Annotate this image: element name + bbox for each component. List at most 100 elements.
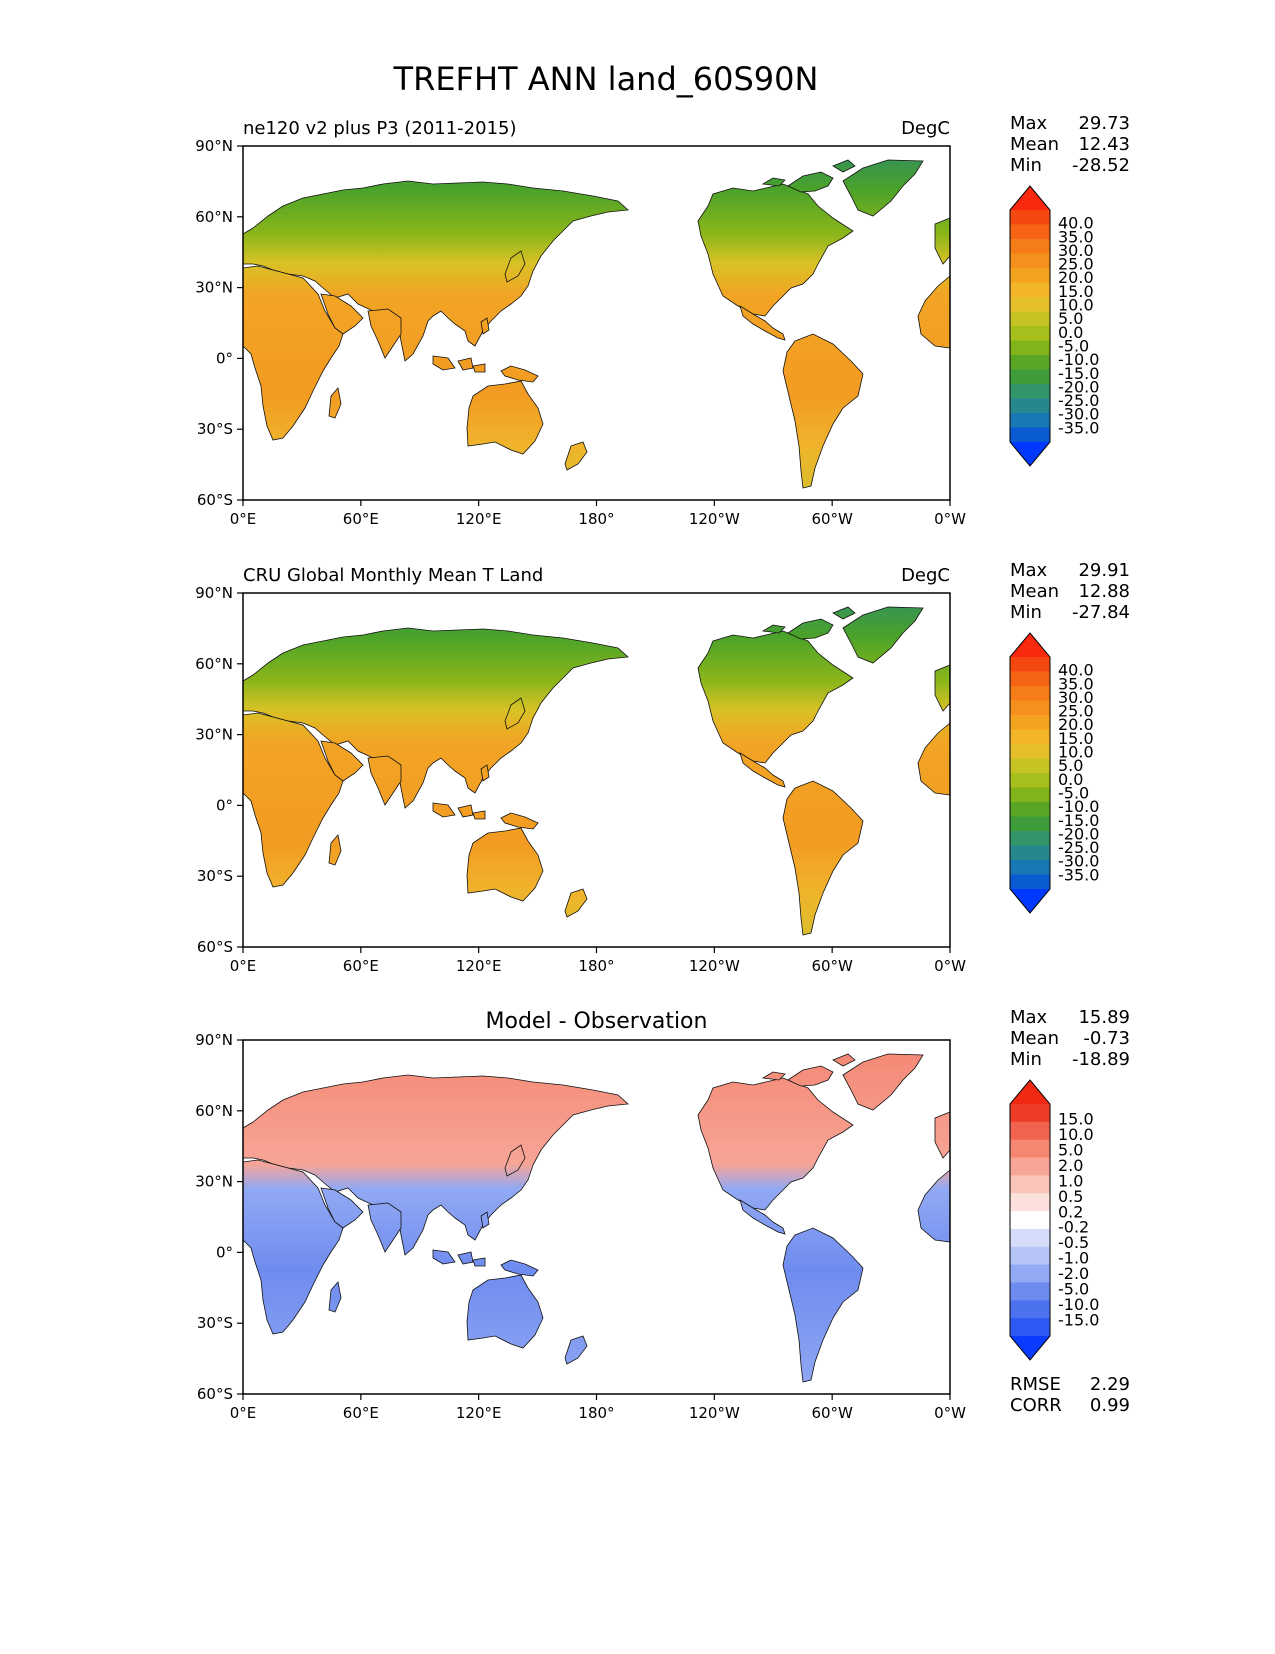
lat-tick-label: 30°N <box>195 726 233 744</box>
lat-tick-label: 30°S <box>197 867 233 885</box>
colorbar-segment <box>1010 326 1050 341</box>
colorbar-segment <box>1010 210 1050 225</box>
lat-tick-label: 30°S <box>197 1314 233 1332</box>
colorbar-label: 25.0 <box>1058 702 1094 721</box>
figure-title: TREFHT ANN land_60S90N <box>393 60 819 98</box>
stat-label: Max <box>1010 1007 1048 1028</box>
colorbar-segment <box>1010 1228 1050 1248</box>
colorbar-segment <box>1010 282 1050 298</box>
lon-tick-label: 120°W <box>689 957 740 975</box>
lat-tick-label: 30°N <box>195 279 233 297</box>
lon-tick-label: 0°E <box>230 1404 257 1422</box>
colorbar-label: 20.0 <box>1058 268 1094 287</box>
lat-tick-label: 90°N <box>195 137 233 155</box>
colorbar-extend-max <box>1010 186 1050 210</box>
colorbar-label: -30.0 <box>1058 852 1099 871</box>
map-area <box>242 1039 951 1395</box>
colorbar-label: 20.0 <box>1058 715 1094 734</box>
lat-tick-label: 90°N <box>195 1031 233 1049</box>
colorbar-label: -15.0 <box>1058 811 1099 830</box>
colorbar-segment <box>1010 355 1050 370</box>
colorbar-label: -25.0 <box>1058 391 1099 410</box>
colorbar-segment <box>1010 1139 1050 1159</box>
colorbar-label: 5.0 <box>1058 309 1083 328</box>
lon-tick-label: 120°W <box>689 1404 740 1422</box>
lat-tick-label: 0° <box>216 796 233 814</box>
colorbar-label: -10.0 <box>1058 1295 1099 1314</box>
lat-tick-label: 30°S <box>197 420 233 438</box>
colorbar-segment <box>1010 297 1050 312</box>
map-area <box>242 145 951 501</box>
lon-tick-label: 0°W <box>934 957 966 975</box>
colorbar: 15.010.05.02.01.00.50.2-0.2-0.5-1.0-2.0-… <box>1009 1079 1099 1361</box>
lon-tick-label: 60°W <box>811 957 853 975</box>
colorbar-segment <box>1010 845 1050 861</box>
colorbar-label: -15.0 <box>1058 1311 1099 1330</box>
lat-tick-label: 0° <box>216 1243 233 1261</box>
colorbar-segment <box>1010 1264 1050 1283</box>
colorbar-segment <box>1010 802 1050 817</box>
colorbar-label: 30.0 <box>1058 241 1094 260</box>
panel-1: ne120 v2 plus P3 (2011-2015) DegC 90°N 60°N… <box>195 113 1130 528</box>
colorbar-outline <box>1009 1079 1051 1361</box>
stat-value: -27.84 <box>1072 602 1130 623</box>
stat-value: 29.91 <box>1078 560 1130 581</box>
colorbar-label: 35.0 <box>1058 227 1094 246</box>
colorbar-segment <box>1010 773 1050 788</box>
colorbar-label: -0.2 <box>1058 1218 1089 1237</box>
colorbar-segment <box>1010 758 1050 774</box>
colorbar-segment <box>1010 686 1050 701</box>
lon-tick-label: 0°W <box>934 510 966 528</box>
colorbar-label: 25.0 <box>1058 255 1094 274</box>
colorbar-segment <box>1010 369 1050 385</box>
colorbar-segment <box>1010 1211 1050 1230</box>
lat-tick-label: 30°N <box>195 1173 233 1191</box>
colorbar-label: -5.0 <box>1058 1280 1089 1299</box>
lat-tick-label: 60°S <box>197 938 233 956</box>
colorbar-segment <box>1010 1175 1050 1194</box>
metric-label: CORR <box>1010 1395 1062 1416</box>
lat-tick-label: 60°S <box>197 1385 233 1403</box>
stat-label: Min <box>1010 1049 1042 1070</box>
colorbar-label: 0.0 <box>1058 323 1083 342</box>
colorbar-segment <box>1010 340 1050 356</box>
colorbar-label: -0.5 <box>1058 1233 1089 1252</box>
colorbar-segment <box>1010 253 1050 269</box>
colorbar-segment <box>1010 413 1050 428</box>
stat-value: -0.73 <box>1083 1028 1130 1049</box>
lon-tick-label: 120°W <box>689 510 740 528</box>
colorbar-label: 2.0 <box>1058 1156 1083 1175</box>
stat-value: -28.52 <box>1072 155 1130 176</box>
colorbar-label: -2.0 <box>1058 1264 1089 1283</box>
metric-value: 0.99 <box>1090 1395 1130 1416</box>
colorbar-outline <box>1009 632 1051 914</box>
lat-tick-label: 0° <box>216 349 233 367</box>
colorbar-segment <box>1010 1121 1050 1141</box>
panels-container: ne120 v2 plus P3 (2011-2015) DegC 90°N 60°N… <box>195 113 1130 1422</box>
colorbar-segment <box>1010 715 1050 730</box>
stats-block: Max 29.73 Mean 12.43 Min -28.52 <box>1010 113 1130 176</box>
lon-tick-label: 180° <box>578 510 614 528</box>
colorbar-label: 0.2 <box>1058 1202 1083 1221</box>
colorbar-segment <box>1010 224 1050 240</box>
colorbar-label: 1.0 <box>1058 1171 1083 1190</box>
stat-label: Mean <box>1010 134 1059 155</box>
colorbar-label: -25.0 <box>1058 838 1099 857</box>
colorbar-label: 0.5 <box>1058 1187 1083 1206</box>
panel-3: Model - Observation 90°N 60°N 30°N 0° 30°S 60°… <box>195 1007 1130 1422</box>
colorbar-label: -1.0 <box>1058 1249 1089 1268</box>
stat-value: -18.89 <box>1072 1049 1130 1070</box>
colorbar-label: 35.0 <box>1058 674 1094 693</box>
colorbar-label: -35.0 <box>1058 865 1099 884</box>
lon-tick-label: 120°E <box>456 957 502 975</box>
stat-label: Max <box>1010 560 1048 581</box>
stat-label: Mean <box>1010 581 1059 602</box>
colorbar-segment <box>1010 860 1050 875</box>
metric-label: RMSE <box>1010 1374 1061 1395</box>
panel-units: DegC <box>901 118 950 139</box>
lon-tick-label: 60°W <box>811 510 853 528</box>
colorbar-label: -10.0 <box>1058 797 1099 816</box>
panel-2: CRU Global Monthly Mean T Land DegC 90°N 60… <box>195 560 1130 975</box>
colorbar-segment <box>1010 384 1050 399</box>
